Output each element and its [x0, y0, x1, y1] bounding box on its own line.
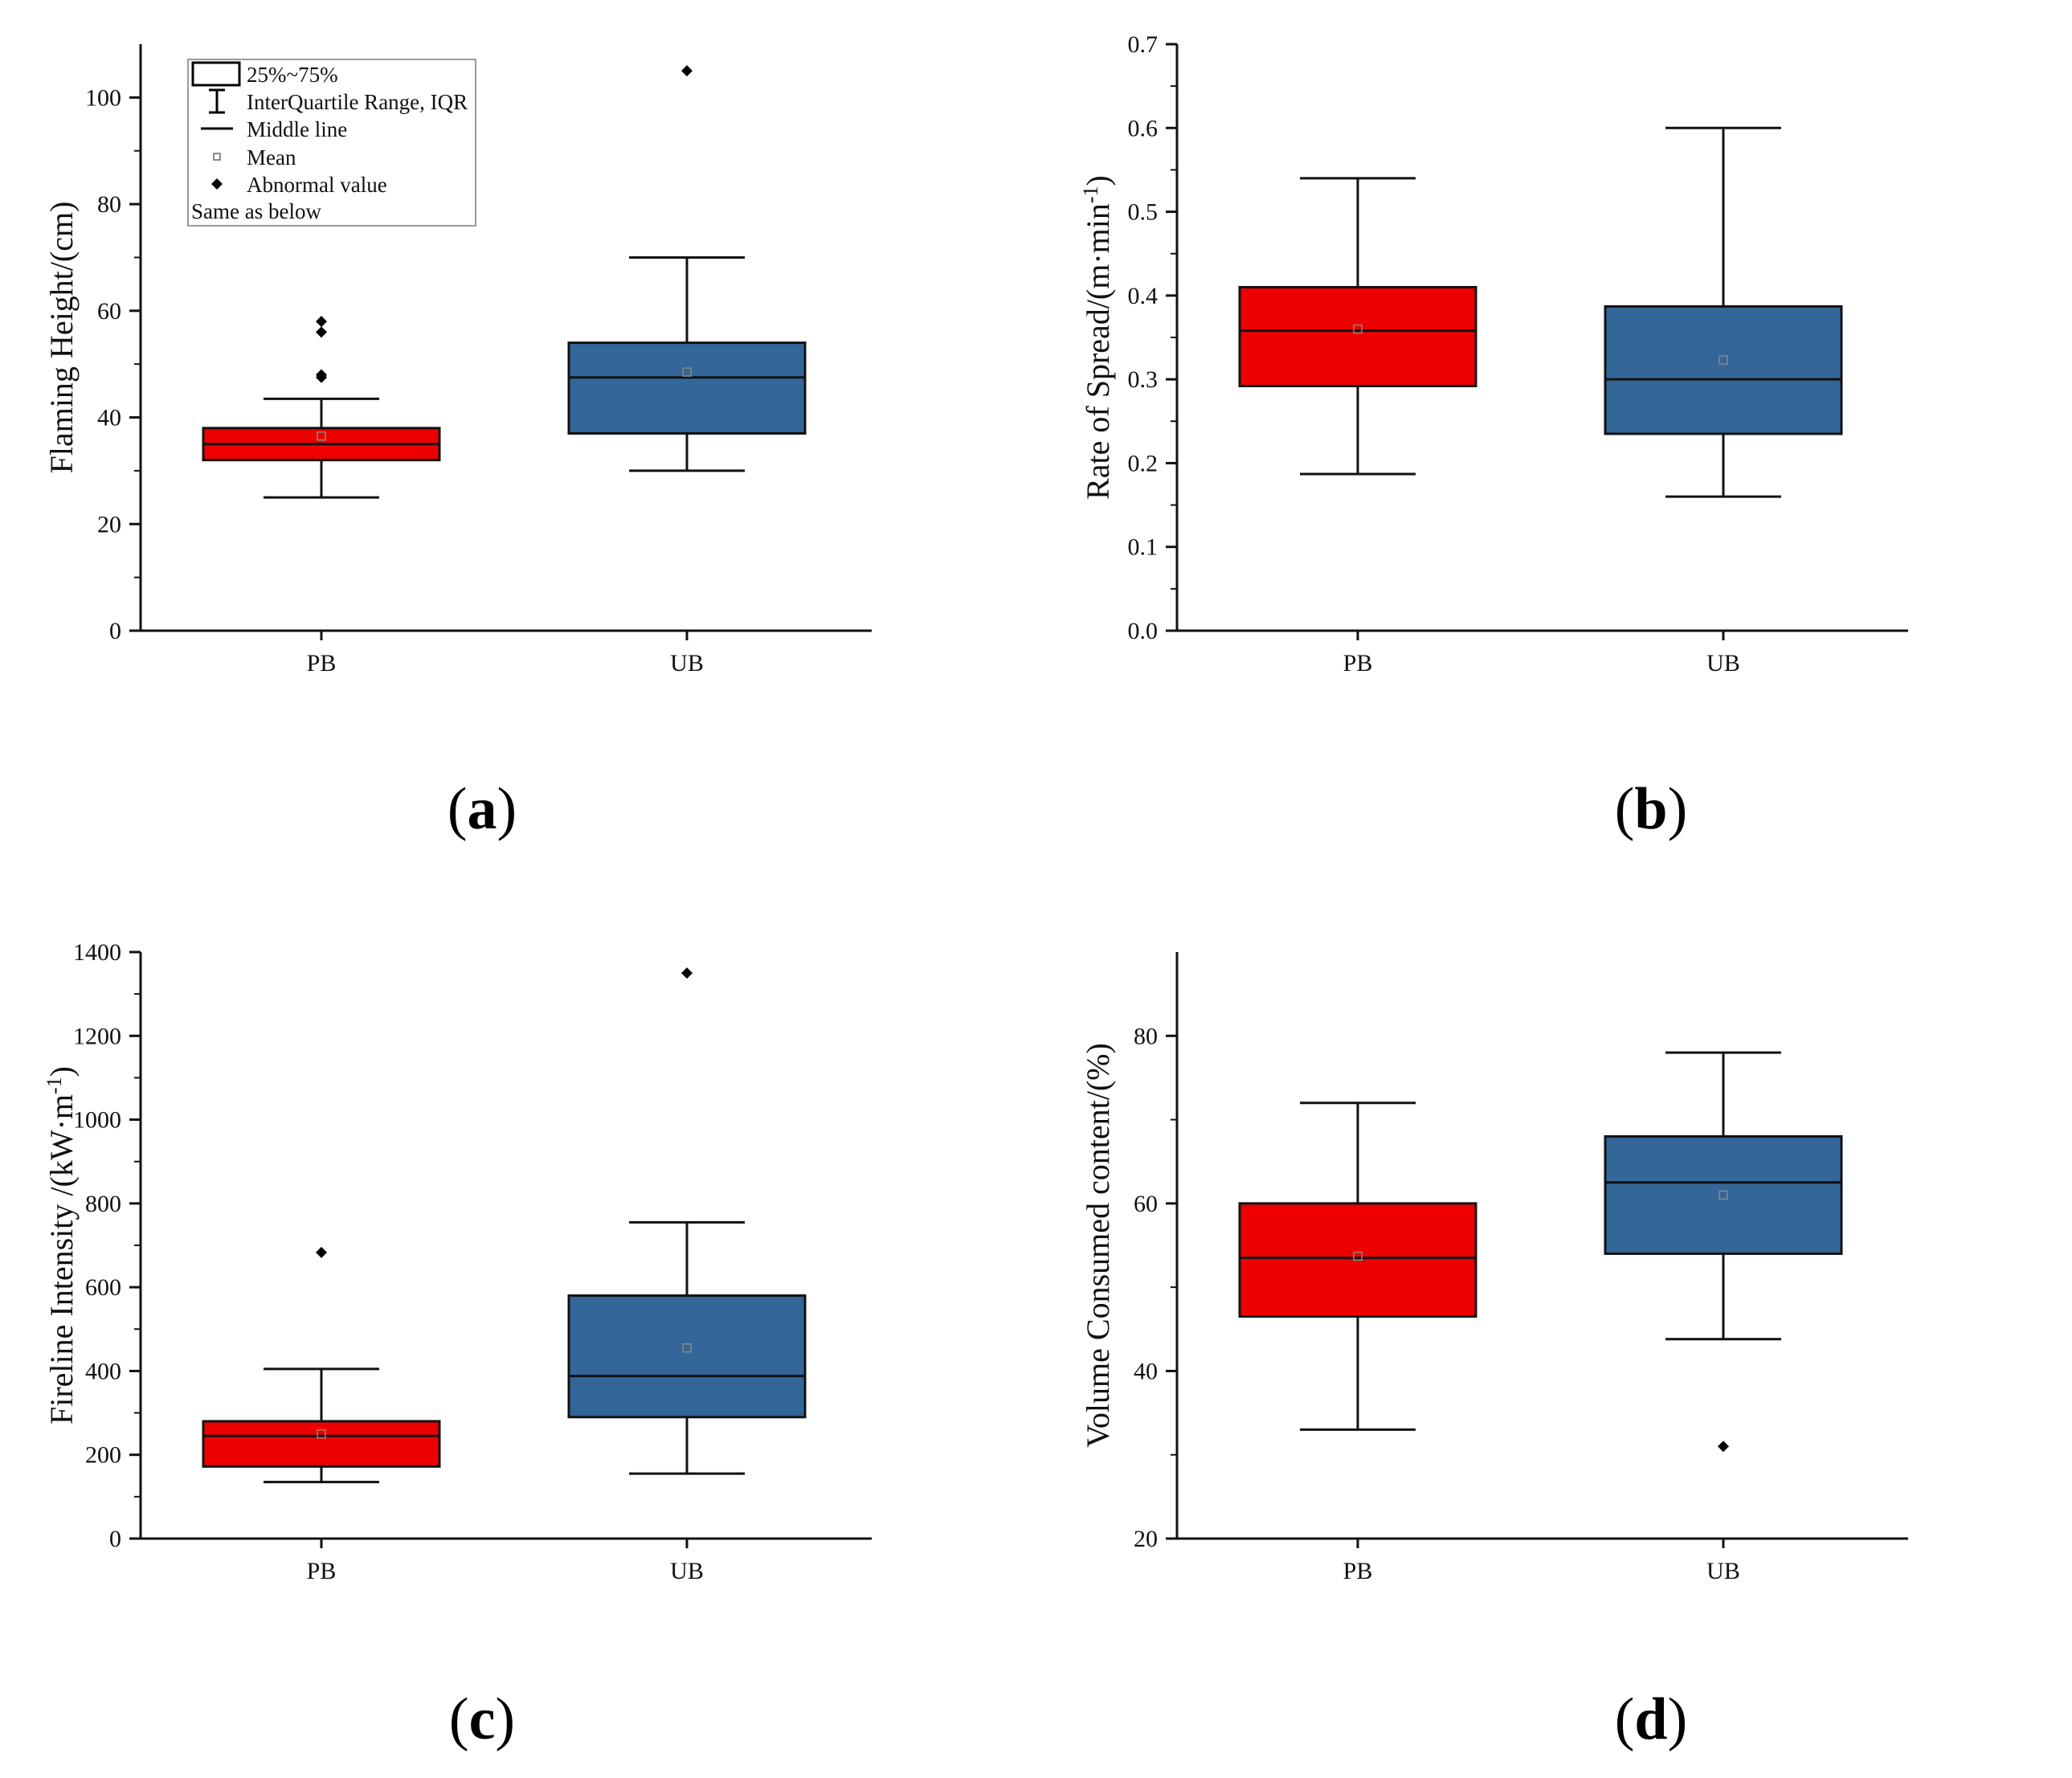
y-axis-label: Fireline Intensity /(kW·m-1) — [43, 1066, 80, 1424]
box-pb — [1238, 285, 1477, 387]
y-tick-label: 20 — [97, 511, 121, 537]
caption-c: (c) — [448, 1686, 516, 1752]
y-tick-label: 0.5 — [1128, 199, 1159, 226]
y-tick-label: 0.6 — [1128, 115, 1159, 141]
caption-d: (d) — [1614, 1686, 1688, 1752]
box-ub — [567, 1294, 807, 1419]
y-tick-label: 400 — [85, 1358, 121, 1384]
legend-label: Mean — [247, 145, 296, 170]
caption-c-letter: c — [468, 1686, 496, 1752]
legend-box-symbol — [191, 61, 241, 87]
caption-b: (b) — [1614, 776, 1688, 842]
outlier-point-pb — [316, 316, 327, 328]
outlier-point-pb — [316, 1246, 327, 1258]
outlier-point-pb — [316, 326, 327, 338]
y-tick-label: 1200 — [73, 1023, 121, 1049]
box-ub — [567, 341, 807, 435]
box-pb — [202, 1420, 441, 1468]
x-tick-label-ub: UB — [1706, 650, 1740, 676]
y-tick-label: 1000 — [73, 1107, 121, 1134]
legend-label: 25%~75% — [247, 63, 338, 87]
y-axis-label: Rate of Spread/(m·min-1) — [1079, 175, 1116, 500]
y-tick-label: 40 — [1134, 1358, 1158, 1384]
mean-marker-pb — [1353, 324, 1363, 334]
caption-d-letter: d — [1634, 1686, 1668, 1752]
legend-label: Middle line — [247, 117, 347, 141]
y-tick-label: 20 — [1134, 1526, 1158, 1552]
y-tick-label: 800 — [85, 1191, 121, 1217]
panel-c: 0 200 400 600 800 1000 1200 1400 Fireline Intens… — [0, 908, 1036, 1711]
chart-d: 20 40 60 80 Volume Consumed content/(%) PB UB — [1080, 952, 1908, 1584]
y-tick-label: 80 — [1134, 1023, 1158, 1049]
outlier-point-ub — [681, 65, 693, 77]
legend-label: Abnormal value — [247, 173, 387, 197]
legend-mean-symbol — [213, 153, 221, 161]
x-tick-label-pb: PB — [307, 650, 337, 676]
legend-note: Same as below — [191, 199, 321, 223]
y-tick-label: 0.0 — [1128, 618, 1159, 644]
legend-outlier-symbol — [211, 178, 223, 190]
y-tick-label: 1400 — [73, 939, 121, 966]
legend: 25%~75% InterQuartile Range, IQR Middle li… — [187, 59, 476, 227]
y-tick-label: 0 — [109, 1526, 121, 1552]
y-tick-label: 60 — [97, 298, 121, 325]
mean-marker-pb — [317, 431, 326, 441]
outlier-point-ub — [1718, 1441, 1729, 1453]
y-tick-label: 0.1 — [1128, 534, 1159, 561]
y-tick-label: 600 — [85, 1274, 121, 1301]
caption-b-letter: b — [1634, 776, 1668, 842]
y-tick-label: 0.2 — [1128, 450, 1159, 476]
y-tick-label: 0.3 — [1128, 366, 1159, 393]
y-tick-label: 100 — [85, 84, 121, 111]
chart-a: 0 20 40 60 80 100 Flaming Height/(cm) PB UB 25%~7… — [43, 44, 872, 676]
x-tick-label-pb: PB — [1343, 1558, 1373, 1584]
panel-a: 0 20 40 60 80 100 Flaming Height/(cm) PB UB 25%~7… — [0, 0, 1036, 803]
panel-d: 20 40 60 80 Volume Consumed content/(%) PB UB — [1036, 908, 2072, 1711]
x-tick-label-ub: UB — [670, 1558, 704, 1584]
x-tick-label-ub: UB — [1706, 1558, 1740, 1584]
box-ub — [1604, 1134, 1843, 1255]
legend-label: InterQuartile Range, IQR — [247, 90, 468, 114]
mean-marker-ub — [682, 1343, 692, 1353]
box-ub — [1604, 305, 1843, 435]
outlier-point-ub — [681, 967, 693, 979]
mean-marker-ub — [682, 367, 692, 377]
x-tick-label-pb: PB — [1343, 650, 1373, 676]
chart-c: 0 200 400 600 800 1000 1200 1400 Fireline Intens… — [43, 939, 872, 1584]
chart-b: 0.0 0.1 0.2 0.3 0.4 0.5 0.6 0.7 Rate of Spread/(… — [1079, 31, 1908, 676]
y-tick-label: 0 — [109, 618, 121, 644]
y-tick-label: 80 — [97, 191, 121, 218]
y-tick-label: 60 — [1134, 1191, 1158, 1217]
y-axis-label: Volume Consumed content/(%) — [1080, 1043, 1116, 1448]
x-tick-label-ub: UB — [670, 650, 704, 676]
mean-marker-ub — [1718, 355, 1728, 365]
outlier-point-pb — [316, 369, 327, 381]
panel-b: 0.0 0.1 0.2 0.3 0.4 0.5 0.6 0.7 Rate of Spread/(… — [1036, 0, 2072, 803]
mean-marker-pb — [1353, 1251, 1363, 1261]
y-tick-label: 40 — [97, 405, 121, 431]
mean-marker-pb — [317, 1429, 326, 1439]
caption-a: (a) — [447, 776, 517, 842]
y-tick-label: 0.7 — [1128, 31, 1159, 58]
y-tick-label: 200 — [85, 1442, 121, 1469]
y-axis-label: Flaming Height/(cm) — [43, 202, 80, 474]
legend-frame — [187, 59, 476, 227]
y-tick-label: 0.4 — [1128, 283, 1159, 309]
x-tick-label-pb: PB — [307, 1558, 337, 1584]
caption-a-letter: a — [467, 776, 497, 842]
mean-marker-ub — [1718, 1190, 1728, 1200]
